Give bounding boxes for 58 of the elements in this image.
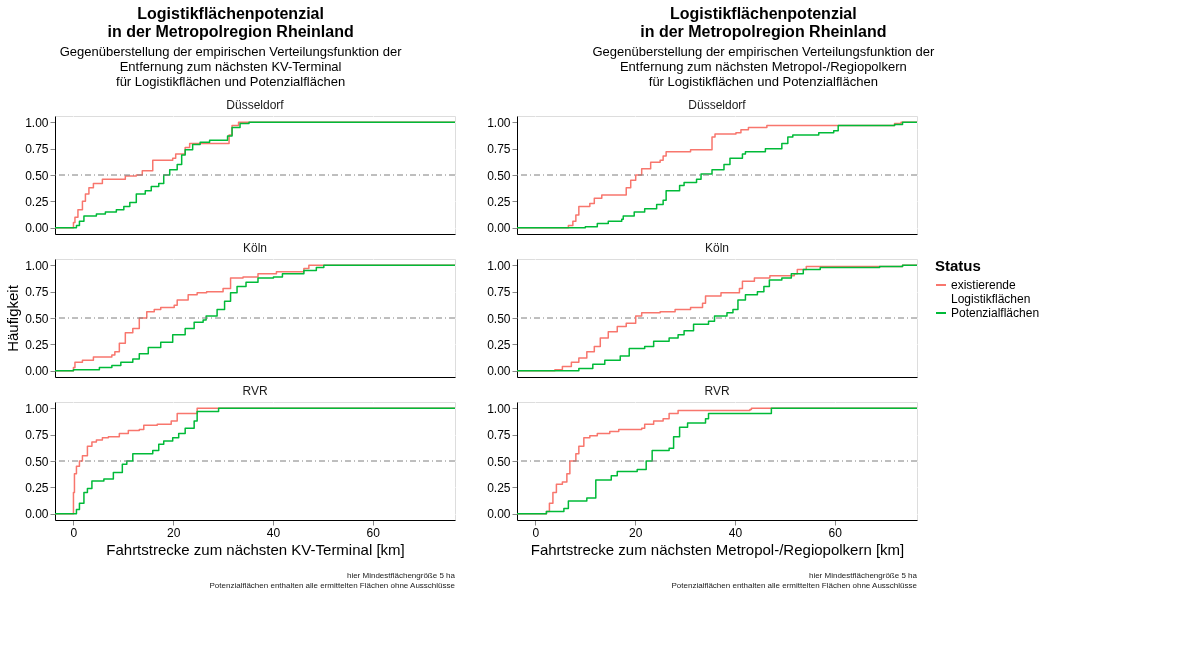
x-tick-label: 40	[728, 525, 743, 540]
x-axis-title: Fahrtstrecke zum nächsten Metropol-/Regiopolkern [km]	[530, 540, 905, 558]
y-tick-label: 1.00	[25, 115, 49, 130]
text: RVR	[242, 384, 268, 398]
y-tick-label: 1.00	[487, 401, 511, 416]
chart-title: Logistikflächenpotenzial in der Metropolregion Rheinland	[107, 4, 354, 40]
chart-title: Logistikflächenpotenzial in der Metropolregion Rheinland	[640, 4, 887, 40]
text: Düsseldorf	[688, 98, 747, 112]
y-tick-label: 1.00	[25, 258, 49, 273]
y-tick-label: 0.50	[487, 168, 511, 183]
y-tick-label: 0.25	[487, 480, 511, 495]
text: hier Mindestflächengröße 5 ha	[808, 571, 918, 580]
y-tick-label: 0.00	[487, 221, 511, 236]
y-tick-label: 1.00	[487, 115, 511, 130]
y-axis-title: Häufigkeit	[4, 284, 22, 352]
y-tick-label: 0.00	[487, 507, 511, 522]
y-tick-label: 0.00	[487, 364, 511, 379]
y-tick-label: 0.50	[25, 168, 49, 183]
x-tick-label: 60	[828, 525, 843, 540]
x-tick-label: 20	[629, 525, 643, 540]
y-tick-label: 1.00	[25, 401, 49, 416]
legend-title: Status	[935, 257, 981, 274]
y-tick-label: 0.75	[487, 285, 511, 300]
chart-subtitle: Gegenüberstellung der empirischen Verteilungsfunktion der Entfernung zum nächsten KV-Terminal für Logistikflächen und Potenzialflächen	[59, 43, 403, 89]
y-tick-label: 0.25	[25, 194, 49, 209]
y-tick-label: 0.00	[25, 507, 49, 522]
chart-subtitle: Gegenüberstellung der empirischen Verteilungsfunktion der Entfernung zum nächsten Metropol-/Regiopolkern für Logistikflächen und Potenzialflächen	[592, 43, 935, 89]
x-axis-title: Fahrtstrecke zum nächsten KV-Terminal [km]	[106, 540, 405, 558]
y-tick-label: 0.50	[25, 311, 49, 326]
text: hier Mindestflächengröße 5 ha	[346, 571, 456, 580]
legend-label: Potenzialflächen	[951, 306, 1040, 320]
y-tick-label: 0.25	[487, 337, 511, 352]
text: Potenzialflächen enthalten alle ermittelten Flächen ohne Ausschlüsse	[671, 581, 918, 590]
y-tick-label: 1.00	[487, 258, 511, 273]
text: RVR	[704, 384, 730, 398]
x-tick-label: 60	[366, 525, 381, 540]
y-tick-label: 0.00	[25, 364, 49, 379]
y-tick-label: 0.75	[25, 428, 49, 443]
text: Köln	[704, 241, 730, 255]
x-tick-label: 20	[167, 525, 181, 540]
text: Köln	[242, 241, 268, 255]
text: Düsseldorf	[226, 98, 285, 112]
y-tick-label: 0.25	[25, 337, 49, 352]
y-tick-label: 0.75	[25, 285, 49, 300]
x-tick-label: 0	[70, 525, 78, 540]
y-tick-label: 0.00	[25, 221, 49, 236]
y-tick-label: 0.75	[25, 142, 49, 157]
text: Potenzialflächen enthalten alle ermittelten Flächen ohne Ausschlüsse	[209, 581, 456, 590]
x-tick-label: 0	[532, 525, 540, 540]
y-tick-label: 0.25	[487, 194, 511, 209]
y-tick-label: 0.50	[487, 311, 511, 326]
x-tick-label: 40	[266, 525, 281, 540]
y-tick-label: 0.75	[487, 428, 511, 443]
y-tick-label: 0.50	[487, 454, 511, 469]
y-tick-label: 0.25	[25, 480, 49, 495]
y-tick-label: 0.50	[25, 454, 49, 469]
y-tick-label: 0.75	[487, 142, 511, 157]
legend-label: existierende Logistikflächen	[951, 278, 1031, 306]
